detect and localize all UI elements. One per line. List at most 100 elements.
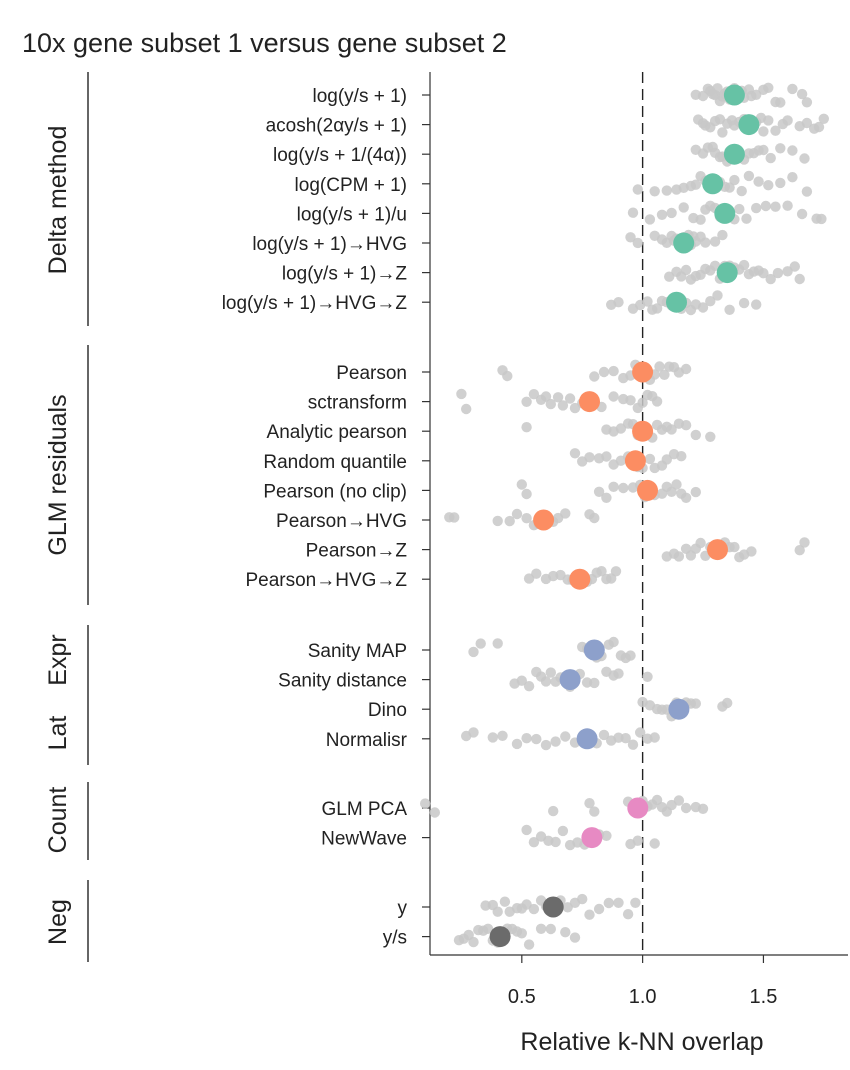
data-point <box>550 836 561 848</box>
data-point <box>630 897 641 908</box>
mean-marker-normalisr <box>576 728 598 750</box>
data-point <box>548 805 559 817</box>
method-label-sanity-distance: Sanity distance <box>278 671 407 692</box>
data-point <box>695 537 706 549</box>
data-point <box>700 237 711 248</box>
data-point <box>608 636 619 648</box>
data-point <box>760 200 771 212</box>
method-label-sanity-map: Sanity MAP <box>308 641 407 662</box>
data-point <box>642 296 653 307</box>
data-point <box>680 492 692 503</box>
group-labels: Delta method GLM residuals Expr Lat Coun… <box>44 72 89 962</box>
data-point <box>632 237 643 249</box>
data-point <box>770 201 781 212</box>
data-point <box>637 397 648 408</box>
method-label-acosh-2-y-s-1: acosh(2αy/s + 1) <box>266 116 407 137</box>
data-point <box>659 369 670 380</box>
data-point <box>787 145 798 156</box>
method-means <box>489 84 760 948</box>
x-axis-ticks: 0.5 1.0 1.5 <box>508 955 777 1008</box>
data-point <box>758 268 769 279</box>
method-label-dino: Dino <box>368 700 407 721</box>
data-point <box>569 448 581 459</box>
data-point <box>697 803 709 814</box>
data-point <box>816 213 827 225</box>
group-label-count: Count <box>44 787 72 854</box>
data-point <box>608 365 619 377</box>
method-label-log-cpm-1: log(CPM + 1) <box>295 175 407 196</box>
data-point <box>676 451 687 462</box>
data-point <box>550 736 561 747</box>
data-point <box>649 186 660 197</box>
x-tick-label: 1.0 <box>629 986 657 1008</box>
data-point <box>635 727 646 738</box>
data-point <box>608 391 619 402</box>
data-point <box>627 207 639 218</box>
mean-marker-random-quantile <box>624 450 646 472</box>
data-point <box>598 729 610 741</box>
data-point <box>705 431 716 442</box>
data-point <box>661 454 672 465</box>
data-point <box>775 177 786 189</box>
data-point <box>601 451 612 462</box>
data-point <box>613 297 624 308</box>
data-point <box>475 638 486 649</box>
data-point <box>521 513 532 524</box>
group-label-delta: Delta method <box>44 126 72 275</box>
data-point <box>516 479 527 490</box>
data-point <box>666 486 677 497</box>
data-point <box>787 83 798 95</box>
data-point <box>690 486 701 498</box>
data-point <box>545 667 556 678</box>
method-label-pearson: Pearson <box>336 363 407 384</box>
data-point <box>736 185 747 197</box>
mean-marker-dino <box>668 698 690 720</box>
data-point <box>521 824 532 836</box>
data-point <box>801 117 813 129</box>
data-point <box>794 273 805 285</box>
method-label-pearson-hvg-z: Pearson→HVG→Z <box>245 570 407 591</box>
data-point <box>741 213 752 224</box>
mean-marker-log-y-s-1 <box>723 84 745 106</box>
data-point <box>557 400 569 411</box>
mean-marker-y-s <box>489 926 511 948</box>
data-point <box>584 798 595 809</box>
method-label-pearson-hvg: Pearson→HVG <box>276 511 407 532</box>
data-point <box>649 732 660 743</box>
data-point <box>690 179 701 190</box>
data-point <box>608 481 619 492</box>
data-point <box>712 83 723 94</box>
data-point <box>813 121 825 133</box>
data-point <box>654 361 665 372</box>
data-point <box>589 677 600 689</box>
data-point <box>601 830 612 841</box>
data-point <box>552 392 564 403</box>
data-point <box>449 512 460 523</box>
data-point <box>799 153 810 164</box>
data-point <box>705 296 716 307</box>
data-point <box>545 398 556 410</box>
data-point <box>560 927 571 938</box>
data-point <box>678 202 689 213</box>
data-point <box>593 903 605 915</box>
mean-marker-analytic-pearson <box>632 420 654 442</box>
data-point <box>758 144 769 156</box>
method-label-glm-pca: GLM PCA <box>321 799 407 820</box>
data-point <box>765 152 776 164</box>
data-point <box>528 837 540 848</box>
data-point <box>661 185 672 196</box>
data-point <box>763 115 774 126</box>
data-point <box>468 727 479 738</box>
data-point <box>751 299 762 310</box>
data-point <box>593 486 605 497</box>
data-point <box>482 923 494 934</box>
x-tick-label: 1.5 <box>750 986 778 1008</box>
group-label-lat-expr: Expr <box>44 634 72 685</box>
data-point <box>666 424 677 435</box>
data-point <box>521 422 532 433</box>
data-point <box>468 646 479 658</box>
data-point <box>613 668 624 679</box>
data-point <box>712 290 723 301</box>
data-point <box>722 697 733 709</box>
data-point <box>584 452 595 463</box>
